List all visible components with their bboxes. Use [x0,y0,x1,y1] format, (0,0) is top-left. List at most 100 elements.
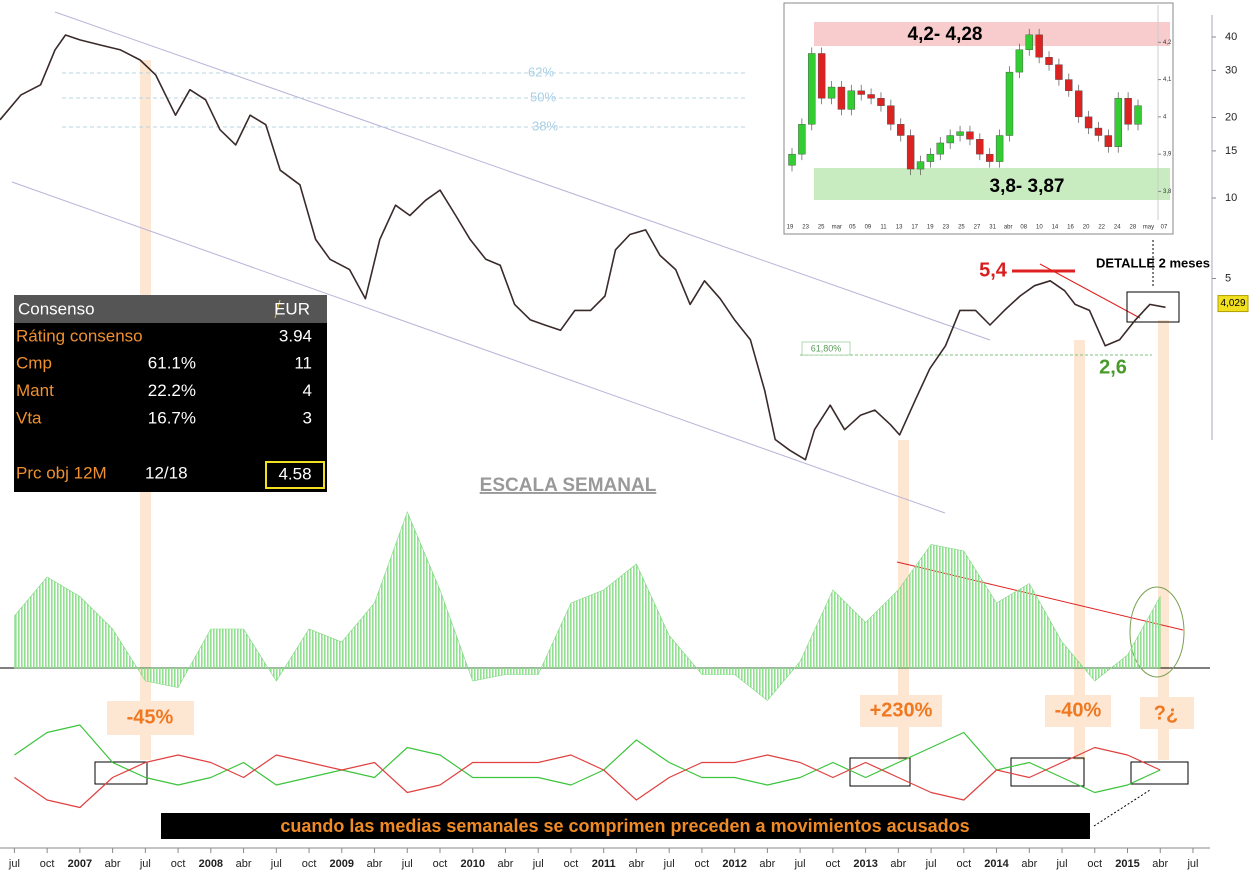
inset-y-tick-label: 4 [1163,114,1167,120]
candle-body [887,105,895,125]
annotation: DETALLE 2 meses [1096,255,1210,270]
inset-y-tick-label: 3,8 [1163,189,1172,195]
candle-body [798,124,806,155]
detail-inset: 4,2 4,1 4 3,9 3,8 19 23 25 mar 05 09 11 13 17 19 23 25 27… [783,2,1174,235]
row-pct: 61.1% [148,353,196,372]
inset-x-tick-label: 20 [1083,225,1090,231]
row-value: 3.94 [279,326,312,345]
x-tick-label: jul [8,858,20,870]
compression-box [1010,757,1085,787]
candle-body [867,94,875,99]
candle-body [1134,105,1142,125]
candle-body [1104,135,1113,147]
candle-body [995,135,1004,162]
candle-body [897,124,905,136]
inset-x-tick-label: 19 [787,225,794,231]
x-tick-label: oct [956,858,971,870]
inset-x-tick-label: 25 [818,225,825,231]
inset-x-tick-label: mar [832,225,842,231]
candle-body [827,86,836,99]
annotation: ESCALA SEMANAL [480,475,657,496]
x-tick-label: oct [302,858,317,870]
candle-body [808,53,816,125]
x-tick-label: oct [695,858,710,870]
highlight-band [1074,340,1085,760]
candle-body [976,139,984,155]
consensus-header: Consenso [18,299,95,318]
x-tick-label: abr [498,858,514,870]
consensus-panel: Consenso EUR Ráting consenso 3.94 Prc ob… [14,295,327,492]
row-pct: 16.7% [148,408,196,427]
annotation: -40% [1055,699,1102,721]
x-tick-label: jul [532,858,544,870]
candle-body [1055,64,1063,80]
candle-body [817,53,826,99]
trend-line [1039,263,1141,319]
candle-body [1074,90,1083,118]
annotation: 2,6 [1099,356,1127,378]
inset-x-tick-label: may [1143,225,1154,231]
inset-y-tick-label: 4,1 [1163,77,1172,83]
inset-y-tick-label: 4,2 [1163,40,1172,46]
row-pct: 22.2% [148,381,196,400]
candle-body [1045,57,1053,65]
header-mark [274,299,281,319]
inset-y-tick-label: 3,9 [1163,152,1172,158]
x-tick-label: oct [40,858,55,870]
candle-body [926,153,935,162]
inset-x-tick-label: 28 [1129,225,1136,231]
candle-body [1015,49,1024,73]
annotation: -45% [127,706,174,728]
x-tick-label: oct [433,858,448,870]
x-tick-label: abr [890,858,906,870]
row-count: 4 [303,381,312,400]
price-panel: jul oct 2007 abr jul oct 2008 abr jul oct 2009 abr j… [0,31,1249,870]
x-tick-label: 2010 [460,858,484,870]
inset-x-tick-label: 08 [1020,225,1027,231]
candle-body [1084,116,1093,129]
channel-line [54,11,991,341]
row-label: Cmp [16,353,52,372]
candle-body [1035,34,1043,58]
x-tick-label: abr [1021,858,1037,870]
x-tick-label: oct [171,858,186,870]
candle-body [847,90,856,110]
annotation: 50% [530,89,556,104]
annotation: +230% [870,699,933,721]
inset-x-tick-label: 25 [958,225,965,231]
candle-body [1124,98,1132,125]
candle-body [946,135,954,144]
y-tick-label: 30 [1225,64,1237,76]
oscillator-area [14,511,1161,701]
x-tick-label: abr [1152,858,1168,870]
compression-box [849,757,911,787]
annotation: ?¿ [1154,702,1178,724]
row-count: 11 [294,353,312,372]
band-label: 4,2- 4,28 [908,24,983,45]
row-label: Ráting consenso [16,326,143,345]
x-tick-label: abr [236,858,252,870]
candle-body [837,86,846,110]
pointer-arrow [1093,789,1151,827]
x-tick-label: abr [105,858,121,870]
highlight-ellipse [1129,586,1185,678]
x-tick-label: jul [794,858,806,870]
candle-body [956,131,964,136]
detail-box [1126,291,1180,323]
band-label: 3,8- 3,87 [990,176,1065,197]
x-tick-label: jul [1056,858,1068,870]
inset-x-tick-label: 22 [1098,225,1105,231]
line [14,724,1161,794]
candle-body [906,135,915,170]
x-tick-label: 2015 [1115,858,1139,870]
decorations: cuando las medias semanales se comprimen… [0,11,1213,849]
label-box [1045,695,1111,727]
candle-body [1114,98,1122,147]
inset-x-tick-label: 11 [880,225,887,231]
inset-x-tick-label: 13 [896,225,903,231]
x-tick-label: abr [759,858,775,870]
inset-x-tick-label: 31 [989,225,996,231]
candle-body [936,142,944,155]
inset-x-tick-label: 24 [1114,225,1121,231]
